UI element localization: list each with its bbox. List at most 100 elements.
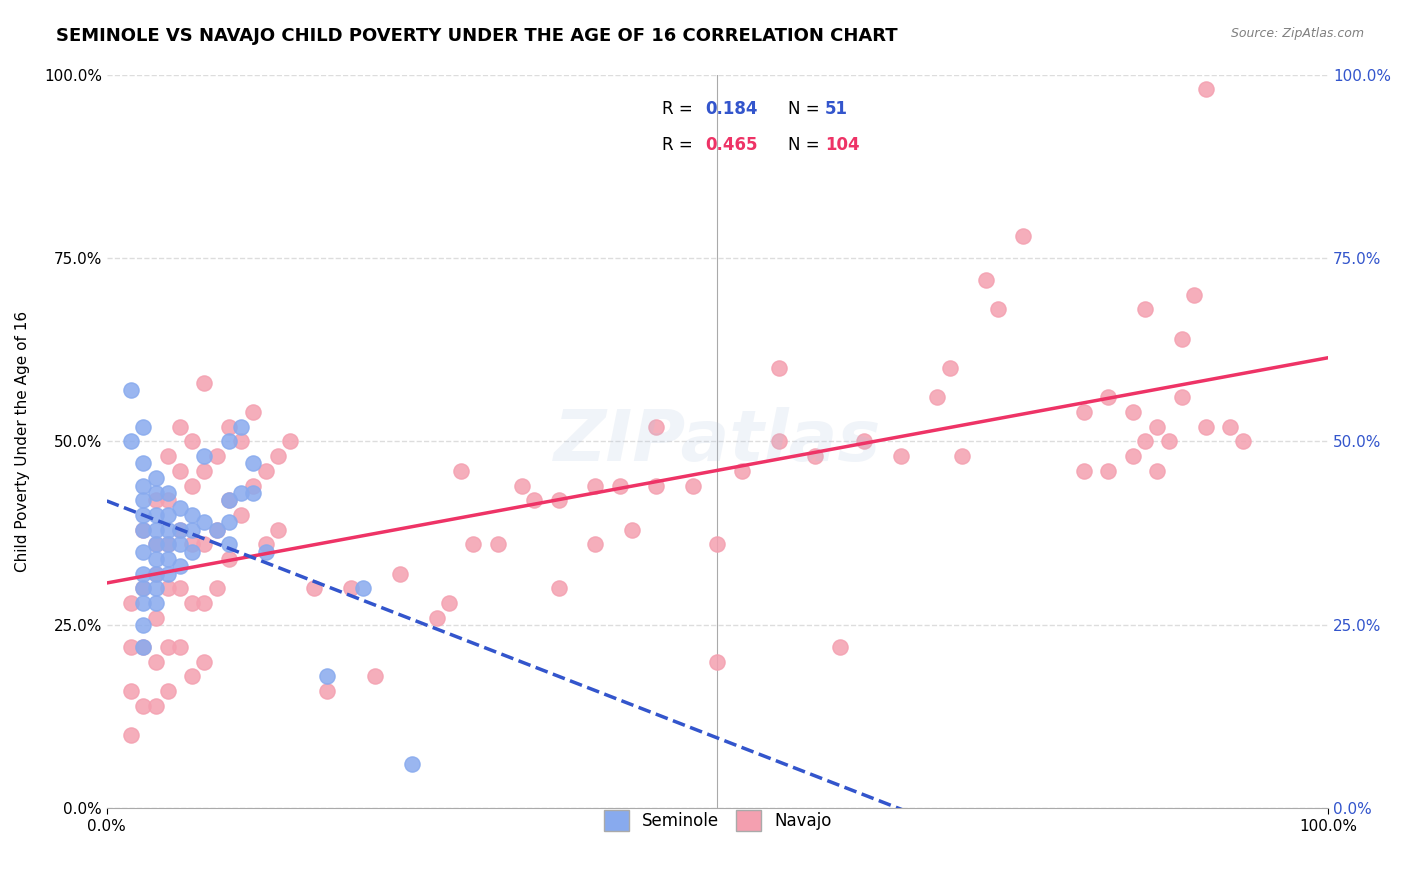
Point — [156, 493, 179, 508]
Point — [145, 581, 167, 595]
Point — [169, 581, 191, 595]
Point — [120, 383, 142, 397]
Point — [132, 640, 155, 654]
Point — [132, 581, 155, 595]
Point — [120, 596, 142, 610]
Point — [278, 434, 301, 449]
Point — [145, 537, 167, 551]
Point — [254, 544, 277, 558]
Point — [950, 449, 973, 463]
Point — [156, 640, 179, 654]
Point — [731, 464, 754, 478]
Point — [132, 478, 155, 492]
Point — [120, 434, 142, 449]
Point — [706, 655, 728, 669]
Point — [145, 552, 167, 566]
Point — [156, 552, 179, 566]
Point — [768, 361, 790, 376]
Point — [229, 486, 252, 500]
Text: 0.465: 0.465 — [706, 136, 758, 154]
Point — [156, 566, 179, 581]
Point — [547, 493, 569, 508]
Point — [1195, 82, 1218, 96]
Text: ZIPatlas: ZIPatlas — [554, 407, 882, 476]
Point — [120, 684, 142, 698]
Point — [267, 523, 290, 537]
Point — [890, 449, 912, 463]
Point — [181, 537, 204, 551]
Point — [974, 273, 997, 287]
Point — [169, 640, 191, 654]
Point — [145, 493, 167, 508]
Point — [169, 537, 191, 551]
Point — [169, 523, 191, 537]
Text: SEMINOLE VS NAVAJO CHILD POVERTY UNDER THE AGE OF 16 CORRELATION CHART: SEMINOLE VS NAVAJO CHILD POVERTY UNDER T… — [56, 27, 898, 45]
Point — [132, 457, 155, 471]
Point — [218, 552, 240, 566]
Point — [181, 523, 204, 537]
Point — [1073, 464, 1095, 478]
Legend: Seminole, Navajo: Seminole, Navajo — [591, 797, 845, 844]
Point — [242, 457, 264, 471]
Point — [254, 537, 277, 551]
Text: Source: ZipAtlas.com: Source: ZipAtlas.com — [1230, 27, 1364, 40]
Point — [193, 376, 215, 390]
Text: 51: 51 — [825, 100, 848, 119]
Point — [145, 610, 167, 624]
Point — [229, 434, 252, 449]
Point — [205, 523, 228, 537]
Point — [181, 669, 204, 683]
Point — [510, 478, 533, 492]
Point — [229, 508, 252, 522]
Point — [132, 544, 155, 558]
Point — [927, 391, 949, 405]
Point — [1219, 419, 1241, 434]
Point — [450, 464, 472, 478]
Point — [315, 684, 337, 698]
Point — [1011, 229, 1033, 244]
Text: R =: R = — [662, 136, 699, 154]
Point — [1170, 391, 1192, 405]
Point — [169, 523, 191, 537]
Point — [169, 500, 191, 515]
Point — [401, 757, 423, 772]
Point — [145, 698, 167, 713]
Point — [620, 523, 643, 537]
Point — [181, 544, 204, 558]
Point — [132, 618, 155, 632]
Point — [132, 581, 155, 595]
Point — [804, 449, 827, 463]
Point — [523, 493, 546, 508]
Point — [1159, 434, 1181, 449]
Point — [132, 493, 155, 508]
Point — [547, 581, 569, 595]
Point — [181, 508, 204, 522]
Text: N =: N = — [789, 136, 825, 154]
Point — [218, 515, 240, 529]
Point — [1133, 302, 1156, 317]
Point — [156, 508, 179, 522]
Point — [706, 537, 728, 551]
Point — [132, 566, 155, 581]
Point — [181, 596, 204, 610]
Point — [193, 655, 215, 669]
Point — [768, 434, 790, 449]
Point — [193, 537, 215, 551]
Point — [156, 537, 179, 551]
Point — [364, 669, 387, 683]
Point — [437, 596, 460, 610]
Point — [218, 537, 240, 551]
Point — [169, 559, 191, 574]
Point — [315, 669, 337, 683]
Point — [145, 566, 167, 581]
Point — [156, 537, 179, 551]
Point — [156, 581, 179, 595]
Point — [132, 596, 155, 610]
Point — [1097, 391, 1119, 405]
Point — [1097, 464, 1119, 478]
Point — [145, 655, 167, 669]
Point — [120, 640, 142, 654]
Point — [828, 640, 851, 654]
Point — [181, 434, 204, 449]
Point — [583, 537, 606, 551]
